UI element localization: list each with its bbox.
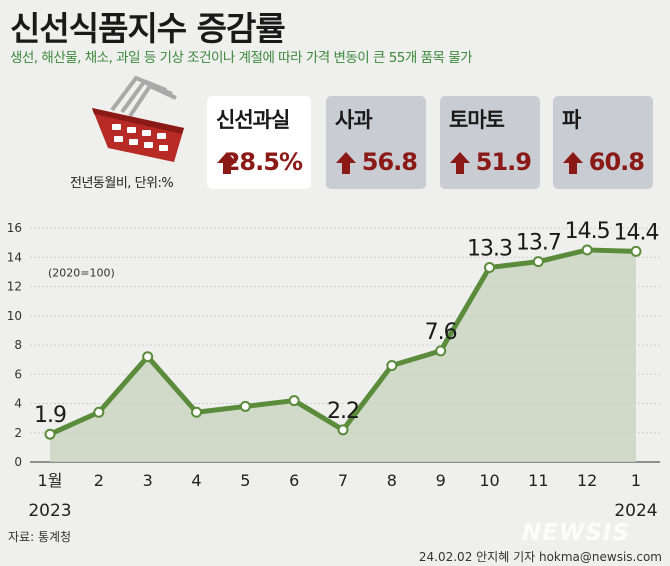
card-label: 사과: [335, 108, 373, 132]
y-tick-label: 12: [7, 280, 22, 294]
x-tick-label: 1: [631, 471, 641, 490]
data-point: [337, 424, 349, 436]
x-tick-label: 5: [240, 471, 250, 490]
x-tick-label: 10: [479, 471, 499, 490]
series-area: [50, 249, 636, 462]
data-point: [581, 244, 593, 256]
shopping-basket-icon: [92, 75, 184, 162]
y-tick-label: 4: [14, 397, 22, 411]
data-point: [44, 428, 56, 440]
y-tick-label: 14: [7, 250, 22, 264]
card-label: 신선과실: [216, 108, 290, 132]
x-tick-label: 2: [94, 471, 104, 490]
arrow-up-icon: [450, 152, 470, 174]
data-point: [484, 261, 495, 273]
year-label: 2024: [614, 501, 657, 521]
year-label: 2023: [28, 501, 71, 521]
y-tick-label: 6: [14, 367, 22, 381]
data-point: [532, 256, 544, 268]
x-tick-label: 1월: [38, 471, 63, 490]
data-label: 14.5: [565, 219, 610, 244]
card-value: 56.8: [361, 148, 418, 176]
x-tick-label: 7: [338, 471, 348, 490]
x-tick-label: 6: [289, 471, 299, 490]
card-green-onion: 파 60.8: [553, 96, 653, 189]
data-point: [630, 245, 642, 257]
data-label: 14.4: [614, 220, 659, 245]
data-label: 13.7: [516, 231, 561, 256]
card-value: 51.9: [475, 148, 532, 176]
source-note: 자료: 통계청: [8, 530, 72, 544]
x-tick-label: 9: [436, 471, 446, 490]
arrow-up-icon: [563, 152, 583, 174]
watermark-logo: NEWSIS: [522, 520, 631, 546]
x-tick-label: 3: [143, 471, 153, 490]
card-apple: 사과 56.8: [326, 96, 426, 189]
data-point: [191, 406, 202, 418]
data-point: [288, 395, 300, 407]
credit-line: 24.02.02 안지혜 기자 hokma@newsis.com: [418, 550, 662, 564]
page-title: 신선식품지수 증감률: [10, 9, 286, 48]
y-tick-label: 2: [14, 426, 22, 440]
card-label: 토마토: [449, 108, 505, 132]
data-label: 7.6: [425, 320, 457, 345]
card-fresh-fruit: 신선과실 28.5%: [207, 96, 311, 189]
data-label: 2.2: [327, 399, 359, 424]
data-point: [386, 359, 398, 371]
data-point: [239, 400, 251, 412]
x-tick-label: 8: [387, 471, 397, 490]
chart-annotation: (2020=100): [48, 267, 115, 280]
x-tick-label: 11: [528, 471, 548, 490]
arrow-up-icon: [217, 152, 237, 174]
arrow-up-icon: [336, 152, 356, 174]
data-label: 13.3: [467, 236, 512, 261]
y-tick-label: 16: [7, 221, 22, 235]
unit-note: 전년동월비, 단위:%: [70, 176, 174, 191]
data-point: [142, 351, 154, 363]
x-tick-label: 4: [191, 471, 201, 490]
data-point: [435, 345, 447, 357]
y-tick-label: 8: [14, 338, 22, 352]
card-label: 파: [562, 108, 581, 132]
x-tick-label: 12: [577, 471, 597, 490]
card-value: 60.8: [588, 148, 645, 176]
card-value: 28.5%: [223, 148, 303, 176]
data-point: [93, 406, 105, 418]
y-tick-label: 10: [7, 309, 22, 323]
card-tomato: 토마토 51.9: [440, 96, 540, 189]
data-label: 1.9: [34, 403, 66, 428]
subtitle: 생선, 해산물, 채소, 과일 등 기상 조건이나 계절에 따라 가격 변동이 …: [10, 50, 473, 66]
y-tick-label: 0: [14, 455, 22, 469]
